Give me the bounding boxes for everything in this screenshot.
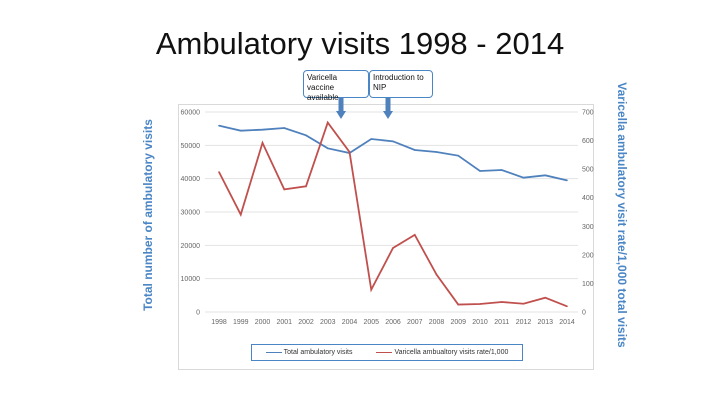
data-point: [500, 301, 503, 303]
x-tick-label: 2010: [472, 319, 488, 326]
x-tick-label: 2014: [559, 319, 575, 326]
data-point: [413, 234, 416, 236]
y2-tick-label: 600: [582, 138, 594, 145]
data-point: [566, 179, 568, 182]
data-point: [305, 185, 307, 188]
y-tick-label: 30000: [181, 210, 201, 217]
data-point: [370, 138, 373, 140]
x-tick-label: 2002: [298, 319, 314, 326]
x-tick-label: 2011: [494, 319, 509, 326]
data-point: [457, 303, 460, 306]
slide-title: Ambulatory visits 1998 - 2014: [155, 26, 565, 61]
arrow-shaft: [385, 98, 391, 112]
x-tick-label: 2000: [255, 319, 271, 326]
legend-label-total: Total ambulatory visits: [283, 349, 353, 356]
y-tick-label: 20000: [181, 243, 201, 250]
data-point: [239, 129, 242, 132]
series-line-total: [218, 124, 568, 182]
legend-label-rate: Varicella ambualtory visits rate/1,000: [394, 349, 509, 356]
data-point: [522, 302, 525, 305]
x-tick-label: 2009: [450, 319, 466, 326]
data-point: [283, 188, 286, 191]
arrow-shaft: [338, 98, 344, 112]
data-point: [392, 140, 394, 143]
down-arrow-icon: [383, 111, 393, 119]
data-point: [283, 127, 286, 129]
y2-tick-label: 0: [582, 310, 586, 317]
data-point: [392, 247, 394, 249]
data-point: [522, 176, 525, 179]
y-tick-label: 50000: [181, 143, 201, 150]
x-tick-label: 2008: [429, 319, 445, 326]
y-tick-label: 60000: [181, 110, 201, 117]
data-point: [261, 128, 264, 131]
legend-item-rate: Varicella ambualtory visits rate/1,000: [376, 349, 508, 356]
y-tick-label: 40000: [181, 176, 201, 183]
data-point: [435, 151, 438, 153]
data-point: [348, 151, 351, 153]
y2-tick-label: 500: [582, 167, 594, 174]
data-point: [261, 142, 264, 144]
callout-vaccine-available: Varicella vaccine available: [303, 70, 369, 102]
data-point: [457, 154, 460, 157]
down-arrow-icon: [336, 111, 346, 119]
chart-legend: Total ambulatory visits Varicella ambual…: [251, 344, 523, 361]
data-point: [566, 305, 568, 308]
x-tick-label: 2007: [407, 319, 423, 326]
x-tick-label: 2006: [385, 319, 401, 326]
data-point: [479, 170, 481, 172]
data-point: [305, 134, 307, 137]
y2-tick-label: 700: [582, 110, 594, 117]
y2-tick-label: 200: [582, 252, 594, 259]
y2-tick-label: 100: [582, 281, 594, 288]
y-tick-label: 10000: [181, 276, 201, 283]
data-point: [544, 296, 547, 299]
data-point: [500, 169, 503, 171]
x-tick-label: 2004: [342, 319, 358, 326]
data-point: [218, 124, 220, 127]
legend-item-total: Total ambulatory visits: [265, 349, 353, 356]
x-tick-label: 1998: [211, 319, 227, 326]
data-point: [326, 147, 329, 150]
x-tick-label: 2012: [516, 319, 532, 326]
y2-tick-label: 300: [582, 224, 594, 231]
data-point: [479, 303, 481, 305]
data-point: [326, 121, 329, 124]
x-tick-label: 2003: [320, 319, 336, 326]
x-tick-label: 1999: [233, 319, 249, 326]
x-tick-label: 2001: [276, 319, 292, 326]
data-point: [239, 213, 242, 216]
legend-swatch-rate: [376, 351, 393, 354]
data-point: [544, 174, 547, 177]
x-tick-label: 2005: [363, 319, 379, 326]
data-point: [413, 149, 416, 151]
callout-nip-introduction: Introduction to NIP: [369, 70, 433, 98]
legend-swatch-total: [265, 351, 282, 354]
data-point: [218, 171, 220, 173]
data-point: [370, 288, 373, 291]
x-tick-label: 2013: [537, 319, 553, 326]
data-point: [435, 273, 438, 276]
y-tick-label: 0: [196, 310, 200, 317]
y2-tick-label: 400: [582, 195, 594, 202]
